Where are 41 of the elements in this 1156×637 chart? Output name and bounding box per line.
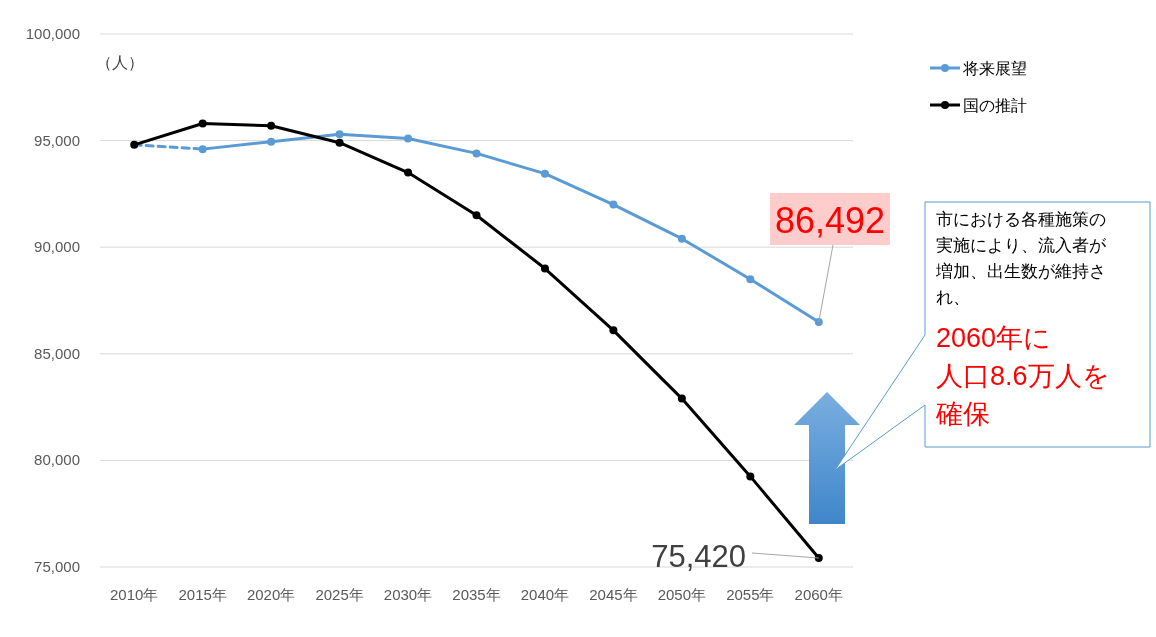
point bbox=[677, 234, 686, 243]
point bbox=[335, 138, 344, 147]
x-tick-label: 2030年 bbox=[383, 586, 433, 603]
point bbox=[198, 119, 207, 128]
point bbox=[472, 149, 481, 158]
x-tick-label: 2045年 bbox=[589, 586, 638, 603]
y-tick-label: 85,000 bbox=[34, 344, 80, 362]
point bbox=[267, 121, 276, 130]
point bbox=[404, 168, 413, 177]
y-tick-label: 90,000 bbox=[34, 238, 80, 256]
point bbox=[267, 137, 276, 146]
x-tick-label: 2055年 bbox=[726, 586, 775, 603]
data-label: 75,420 bbox=[651, 539, 746, 574]
x-tick-label: 2035年 bbox=[452, 586, 501, 603]
y-tick-label: 95,000 bbox=[34, 131, 80, 149]
point bbox=[746, 275, 755, 284]
point bbox=[540, 264, 549, 273]
legend-label: 国の推計 bbox=[963, 97, 1027, 114]
legend-label: 将来展望 bbox=[962, 60, 1027, 77]
point bbox=[335, 130, 344, 139]
x-tick-label: 2015年 bbox=[178, 586, 227, 603]
x-tick-label: 2040年 bbox=[520, 586, 570, 603]
data-label: 86,492 bbox=[774, 200, 886, 241]
y-axis-title: （人） bbox=[96, 54, 144, 71]
point bbox=[609, 200, 618, 209]
point bbox=[472, 211, 481, 220]
y-tick-label: 75,000 bbox=[34, 558, 80, 575]
x-tick-label: 2010年 bbox=[110, 586, 159, 603]
x-tick-label: 2050年 bbox=[657, 586, 707, 603]
y-tick-label: 80,000 bbox=[34, 451, 80, 469]
point bbox=[130, 140, 139, 149]
x-tick-label: 2020年 bbox=[246, 586, 296, 603]
point bbox=[540, 169, 549, 178]
point bbox=[198, 145, 207, 154]
point bbox=[677, 394, 686, 403]
point bbox=[609, 326, 618, 335]
y-tick-label: 100,000 bbox=[25, 25, 80, 42]
point bbox=[746, 472, 755, 481]
x-tick-label: 2025年 bbox=[315, 586, 364, 603]
x-tick-label: 2060年 bbox=[794, 586, 843, 603]
point bbox=[404, 134, 413, 143]
